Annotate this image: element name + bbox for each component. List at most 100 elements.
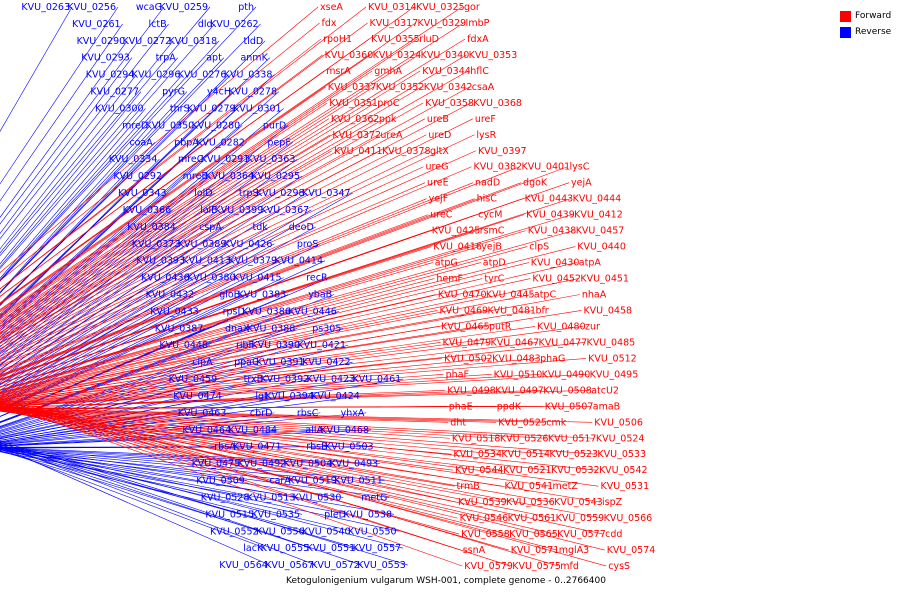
forward-gene-label[interactable]: KVU_0544 [455, 465, 504, 476]
reverse-gene-label[interactable]: KVU_0300 [95, 103, 144, 114]
forward-gene-label[interactable]: KVU_0532 [551, 465, 600, 476]
forward-gene-label[interactable]: ureF [475, 114, 496, 125]
reverse-gene-label[interactable]: KVU_0276 [178, 70, 227, 81]
forward-gene-label[interactable]: KVU_0575 [512, 561, 561, 572]
reverse-gene-label[interactable]: KVU_0464 [182, 425, 231, 436]
reverse-gene-label[interactable]: KVU_0350 [146, 120, 195, 131]
forward-gene-label[interactable]: KVU_0559 [556, 513, 605, 524]
reverse-gene-label[interactable]: KVU_0530 [293, 492, 342, 503]
forward-gene-label[interactable]: KVU_0351 [329, 98, 378, 109]
reverse-gene-label[interactable]: gloB [219, 290, 240, 301]
reverse-gene-label[interactable]: KVU_0557 [353, 543, 402, 554]
reverse-gene-label[interactable]: KVU_0277 [90, 87, 139, 98]
forward-gene-label[interactable]: KVU_0340 [421, 50, 470, 61]
forward-gene-label[interactable]: KVU_0523 [549, 449, 598, 460]
forward-gene-label[interactable]: KVU_0574 [607, 545, 656, 556]
forward-gene-label[interactable]: KVU_0536 [506, 497, 555, 508]
forward-gene-label[interactable]: KVU_0542 [599, 465, 648, 476]
reverse-gene-label[interactable]: y4cH [207, 87, 231, 98]
reverse-gene-label[interactable]: KVU_0279 [187, 103, 236, 114]
reverse-gene-label[interactable]: rbsA [214, 442, 236, 453]
reverse-gene-label[interactable]: KVU_0567 [265, 560, 314, 571]
forward-gene-label[interactable]: KVU_0337 [328, 82, 377, 93]
forward-gene-label[interactable]: rluD [419, 34, 439, 45]
reverse-gene-label[interactable]: KVU_0572 [311, 560, 360, 571]
forward-gene-label[interactable]: clpS [529, 242, 549, 253]
reverse-gene-label[interactable]: KVU_0492 [238, 459, 287, 470]
forward-gene-label[interactable]: lysR [476, 130, 496, 141]
reverse-gene-label[interactable]: pbpA [174, 137, 199, 148]
reverse-gene-label[interactable]: pleD [324, 509, 346, 520]
reverse-gene-label[interactable]: KVU_0388 [247, 323, 296, 334]
reverse-gene-label[interactable]: KVU_0423 [307, 374, 356, 385]
reverse-gene-label[interactable]: KVU_0343 [118, 188, 167, 199]
forward-gene-label[interactable]: ureE [427, 178, 449, 189]
reverse-gene-label[interactable]: dnaX [225, 323, 250, 334]
reverse-gene-label[interactable]: purD [263, 120, 286, 131]
forward-gene-label[interactable]: ppk [379, 114, 397, 125]
forward-gene-label[interactable]: KVU_0467 [491, 337, 540, 348]
forward-gene-label[interactable]: yejF [429, 194, 449, 205]
forward-gene-label[interactable]: KVU_0524 [596, 433, 645, 444]
forward-gene-label[interactable]: ssnA [463, 545, 486, 556]
reverse-gene-label[interactable]: KVU_0459 [169, 374, 218, 385]
forward-gene-label[interactable]: KVU_0324 [373, 50, 422, 61]
forward-gene-label[interactable]: cysS [608, 561, 630, 572]
forward-gene-label[interactable]: csaA [472, 82, 495, 93]
forward-gene-label[interactable]: KVU_0481 [487, 305, 536, 316]
reverse-gene-label[interactable]: KVU_0475 [192, 459, 241, 470]
reverse-gene-label[interactable]: KVU_0338 [224, 70, 273, 81]
forward-gene-label[interactable]: trmB [457, 481, 480, 492]
forward-gene-label[interactable]: KVU_0479 [443, 337, 492, 348]
reverse-gene-label[interactable]: ribF [236, 340, 254, 351]
forward-gene-label[interactable]: atpA [579, 258, 602, 269]
forward-gene-label[interactable]: nhaA [582, 290, 607, 301]
reverse-gene-label[interactable]: KVU_0399 [215, 205, 264, 216]
forward-gene-label[interactable]: hflC [470, 66, 489, 77]
reverse-gene-label[interactable]: KVU_0290 [77, 36, 126, 47]
reverse-gene-label[interactable]: KVU_0515 [205, 509, 254, 520]
reverse-gene-label[interactable]: KVU_0511 [334, 476, 383, 487]
reverse-gene-label[interactable]: KVU_0259 [159, 2, 208, 13]
reverse-gene-label[interactable]: KVU_0291 [201, 154, 250, 165]
reverse-gene-label[interactable]: KVU_0263 [21, 2, 70, 13]
forward-gene-label[interactable]: KVU_0401 [522, 162, 571, 173]
forward-gene-label[interactable]: KVU_0543 [554, 497, 603, 508]
reverse-gene-label[interactable]: KVU_0528 [201, 492, 250, 503]
forward-gene-label[interactable]: cmk [546, 417, 566, 428]
forward-gene-label[interactable]: KVU_0342 [424, 82, 473, 93]
reverse-gene-label[interactable]: tdk [253, 222, 269, 233]
reverse-gene-label[interactable]: mreD [122, 120, 148, 131]
reverse-gene-label[interactable]: KVU_0550 [348, 526, 397, 537]
reverse-gene-label[interactable]: KVU_0436 [141, 273, 190, 284]
reverse-gene-label[interactable]: deoD [289, 222, 314, 233]
forward-gene-label[interactable]: KVU_0502 [444, 353, 493, 364]
reverse-gene-label[interactable]: KVU_0301 [233, 103, 282, 114]
forward-gene-label[interactable]: KVU_0561 [508, 513, 557, 524]
reverse-gene-label[interactable]: KVU_0296 [132, 70, 181, 81]
reverse-gene-label[interactable]: KVU_0298 [256, 188, 305, 199]
reverse-gene-label[interactable]: KVU_0538 [343, 509, 392, 520]
reverse-gene-label[interactable]: KVU_0509 [196, 476, 245, 487]
reverse-gene-label[interactable]: KVU_0555 [261, 543, 310, 554]
reverse-gene-label[interactable]: KVU_0414 [274, 256, 323, 267]
forward-gene-label[interactable]: atcU2 [591, 385, 619, 396]
forward-gene-label[interactable]: ureG [426, 162, 449, 173]
forward-gene-label[interactable]: KVU_0521 [503, 465, 552, 476]
reverse-gene-label[interactable]: recR [306, 273, 328, 284]
forward-gene-label[interactable]: nadD [475, 178, 500, 189]
reverse-gene-label[interactable]: yhxA [341, 408, 365, 419]
reverse-gene-label[interactable]: thrS [170, 103, 190, 114]
forward-gene-label[interactable]: KVU_0440 [577, 242, 626, 253]
reverse-gene-label[interactable]: cbrD [250, 408, 272, 419]
forward-gene-label[interactable]: proC [377, 98, 400, 109]
reverse-gene-label[interactable]: KVU_0294 [86, 70, 135, 81]
reverse-gene-label[interactable]: lolD [194, 188, 212, 199]
reverse-gene-label[interactable]: KVU_0379 [228, 256, 277, 267]
forward-gene-label[interactable]: lysC [570, 162, 590, 173]
reverse-gene-label[interactable]: KVU_0282 [196, 137, 245, 148]
forward-gene-label[interactable]: KVU_0325 [416, 2, 465, 13]
forward-gene-label[interactable]: fdxA [467, 34, 489, 45]
reverse-gene-label[interactable]: ybaB [308, 290, 332, 301]
forward-gene-label[interactable]: KVU_0412 [574, 210, 623, 221]
